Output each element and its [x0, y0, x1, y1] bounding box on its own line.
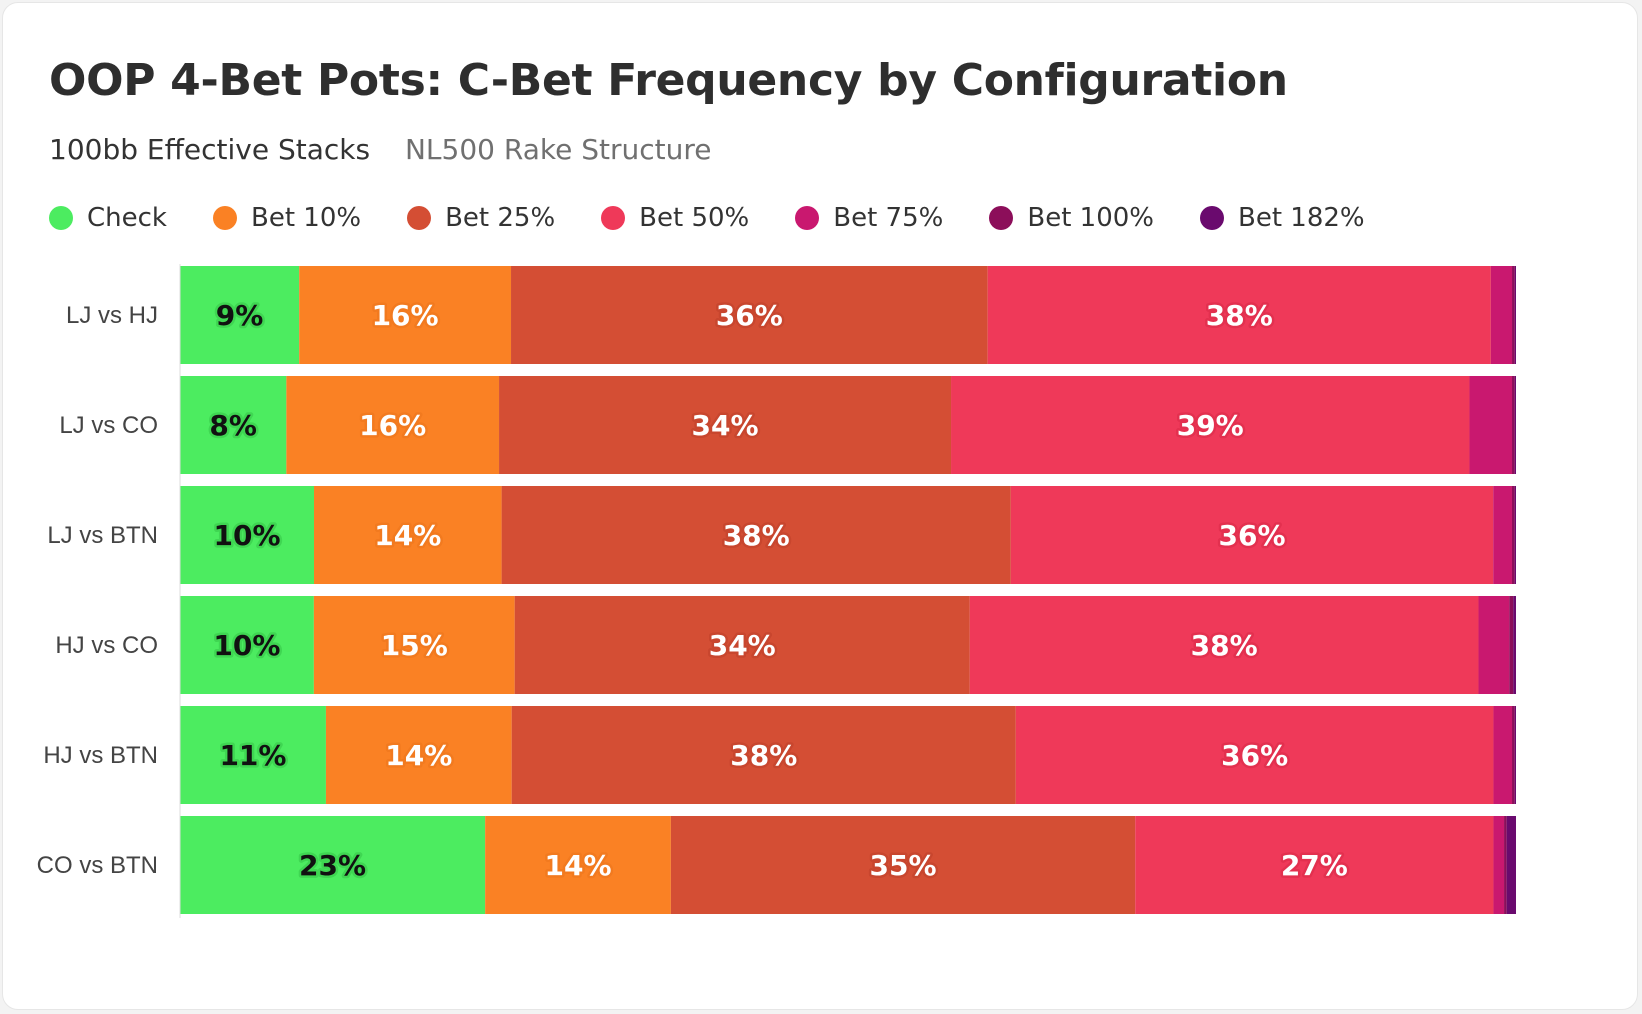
category-label-lj-vs-co: LJ vs CO	[59, 412, 158, 439]
bar-segment-lj-vs-btn-bet-182	[1514, 486, 1516, 584]
data-label-hj-vs-btn-bet-25: 38%	[730, 739, 797, 772]
bar-segment-lj-vs-hj-bet-25	[511, 266, 988, 364]
data-label-co-vs-btn-bet-25: 35%	[870, 849, 937, 882]
data-label-lj-vs-co-bet-10: 16%	[359, 409, 426, 442]
bar-segment-hj-vs-co-bet-100	[1509, 596, 1514, 694]
data-label-hj-vs-co-bet-25: 34%	[709, 629, 776, 662]
category-label-hj-vs-btn: HJ vs BTN	[43, 742, 158, 769]
bar-segment-co-vs-btn-bet-182	[1506, 816, 1516, 914]
data-label-hj-vs-btn-bet-50: 36%	[1221, 739, 1288, 772]
bar-segment-hj-vs-co-check	[180, 596, 314, 694]
bar-segment-lj-vs-hj-bet-100	[1512, 266, 1515, 364]
legend-item-bet-100: Bet 100%	[989, 203, 1154, 233]
bar-segment-lj-vs-btn-bet-75	[1493, 486, 1512, 584]
category-label-co-vs-btn: CO vs BTN	[37, 852, 158, 879]
bar-segment-hj-vs-btn-bet-100	[1512, 706, 1515, 804]
legend-swatch-icon	[601, 206, 626, 230]
data-label-lj-vs-btn-bet-50: 36%	[1219, 519, 1286, 552]
data-label-co-vs-btn-bet-50: 27%	[1281, 849, 1348, 882]
subtitle-row: 100bb Effective Stacks NL500 Rake Struct…	[49, 133, 711, 166]
data-label-lj-vs-btn-bet-10: 14%	[374, 519, 441, 552]
legend-item-bet-75: Bet 75%	[795, 203, 943, 233]
data-label-hj-vs-btn-bet-10: 14%	[385, 739, 452, 772]
bar-segment-lj-vs-btn-bet-50	[1010, 486, 1494, 584]
legend-label: Bet 75%	[833, 203, 944, 233]
bar-segment-hj-vs-btn-bet-10	[325, 706, 512, 804]
bar-segment-lj-vs-hj-bet-10	[299, 266, 512, 364]
bar-segment-hj-vs-co-bet-75	[1478, 596, 1510, 694]
legend-swatch-icon	[1199, 206, 1224, 230]
legend-swatch-icon	[989, 206, 1014, 230]
legend-item-bet-50: Bet 50%	[601, 203, 749, 233]
chart-legend: Check Bet 10% Bet 25% Bet 50% Bet 75% Be…	[49, 203, 1411, 233]
legend-swatch-icon	[212, 206, 237, 230]
data-label-co-vs-btn-check: 23%	[299, 849, 366, 882]
bar-segment-hj-vs-btn-bet-25	[511, 706, 1016, 804]
bar-segment-lj-vs-co-bet-182	[1514, 376, 1516, 474]
data-label-hj-vs-co-bet-50: 38%	[1191, 629, 1258, 662]
bar-segment-lj-vs-co-bet-100	[1512, 376, 1515, 474]
data-label-lj-vs-hj-check: 9%	[216, 299, 264, 332]
bar-segment-hj-vs-co-bet-50	[969, 596, 1479, 694]
data-label-lj-vs-hj-bet-50: 38%	[1206, 299, 1273, 332]
bar-segment-co-vs-btn-bet-50	[1135, 816, 1494, 914]
bar-segment-lj-vs-btn-bet-25	[501, 486, 1011, 584]
bar-segment-lj-vs-hj-bet-50	[987, 266, 1491, 364]
bar-segment-co-vs-btn-bet-10	[485, 816, 671, 914]
data-label-lj-vs-co-bet-50: 39%	[1177, 409, 1244, 442]
legend-item-bet-182: Bet 182%	[1199, 203, 1365, 233]
legend-label: Bet 25%	[445, 203, 556, 233]
category-label-hj-vs-co: HJ vs CO	[55, 632, 158, 659]
legend-label: Bet 10%	[250, 203, 362, 233]
legend-item-check: Check	[49, 203, 167, 233]
legend-swatch-icon	[795, 206, 820, 230]
legend-item-bet-25: Bet 25%	[407, 203, 555, 233]
bar-segment-lj-vs-hj-bet-182	[1514, 266, 1516, 364]
category-label-lj-vs-hj: LJ vs HJ	[66, 302, 158, 329]
bar-segment-hj-vs-btn-check	[180, 706, 326, 804]
data-label-lj-vs-hj-bet-10: 16%	[372, 299, 439, 332]
legend-label: Bet 50%	[639, 203, 750, 233]
bar-segment-hj-vs-btn-bet-182	[1514, 706, 1516, 804]
bar-segment-hj-vs-btn-bet-50	[1015, 706, 1494, 804]
data-label-lj-vs-co-check: 8%	[209, 409, 257, 442]
chart-subtitle-note: NL500 Rake Structure	[404, 133, 712, 166]
legend-swatch-icon	[407, 206, 432, 230]
data-label-co-vs-btn-bet-10: 14%	[544, 849, 611, 882]
bar-segment-lj-vs-co-check	[180, 376, 287, 474]
chart-title: OOP 4-Bet Pots: C-Bet Frequency by Confi…	[49, 55, 1288, 106]
bar-segment-lj-vs-btn-bet-100	[1511, 486, 1515, 584]
bar-segment-hj-vs-co-bet-182	[1513, 596, 1516, 694]
bar-segment-co-vs-btn-check	[180, 816, 486, 914]
data-label-hj-vs-co-check: 10%	[213, 629, 280, 662]
bar-segment-co-vs-btn-bet-75	[1493, 816, 1505, 914]
bar-segment-lj-vs-co-bet-25	[499, 376, 952, 474]
bar-segment-lj-vs-btn-check	[180, 486, 315, 584]
bar-segment-co-vs-btn-bet-100	[1504, 816, 1507, 914]
category-label-lj-vs-btn: LJ vs BTN	[47, 522, 158, 549]
data-label-hj-vs-co-bet-10: 15%	[381, 629, 448, 662]
bar-segment-hj-vs-co-bet-10	[313, 596, 515, 694]
bar-segment-lj-vs-co-bet-50	[951, 376, 1470, 474]
data-label-lj-vs-co-bet-25: 34%	[692, 409, 759, 442]
bar-segment-hj-vs-btn-bet-75	[1493, 706, 1513, 804]
data-label-lj-vs-hj-bet-25: 36%	[716, 299, 783, 332]
bar-segment-lj-vs-hj-bet-75	[1490, 266, 1513, 364]
bar-segment-lj-vs-btn-bet-10	[314, 486, 502, 584]
data-label-lj-vs-btn-check: 10%	[213, 519, 280, 552]
data-label-lj-vs-btn-bet-25: 38%	[723, 519, 790, 552]
bar-segment-lj-vs-co-bet-10	[286, 376, 500, 474]
bar-segment-lj-vs-co-bet-75	[1469, 376, 1513, 474]
bar-segment-co-vs-btn-bet-25	[670, 816, 1136, 914]
data-label-hj-vs-btn-check: 11%	[219, 739, 286, 772]
legend-swatch-icon	[49, 206, 73, 230]
legend-label: Bet 182%	[1237, 203, 1365, 233]
bar-segment-lj-vs-hj-check	[180, 266, 300, 364]
legend-item-bet-10: Bet 10%	[212, 203, 362, 233]
bar-segment-hj-vs-co-bet-25	[514, 596, 970, 694]
legend-label: Check	[87, 203, 167, 233]
legend-label: Bet 100%	[1027, 203, 1154, 233]
chart-subtitle: 100bb Effective Stacks	[49, 133, 371, 166]
